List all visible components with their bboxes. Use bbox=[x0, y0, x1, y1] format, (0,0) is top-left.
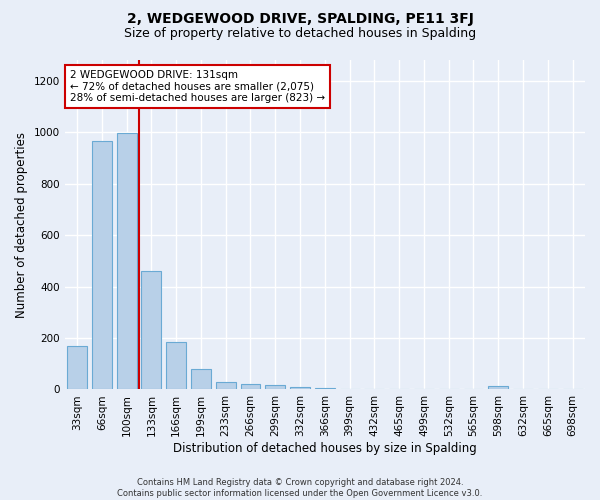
Bar bbox=[488, 386, 508, 390]
Bar bbox=[191, 369, 211, 390]
Bar bbox=[117, 134, 137, 390]
Bar bbox=[290, 387, 310, 390]
Text: 2, WEDGEWOOD DRIVE, SPALDING, PE11 3FJ: 2, WEDGEWOOD DRIVE, SPALDING, PE11 3FJ bbox=[127, 12, 473, 26]
Bar bbox=[241, 384, 260, 390]
Bar bbox=[265, 386, 285, 390]
Bar bbox=[166, 342, 186, 390]
Text: Size of property relative to detached houses in Spalding: Size of property relative to detached ho… bbox=[124, 28, 476, 40]
X-axis label: Distribution of detached houses by size in Spalding: Distribution of detached houses by size … bbox=[173, 442, 477, 455]
Bar bbox=[216, 382, 236, 390]
Text: Contains HM Land Registry data © Crown copyright and database right 2024.
Contai: Contains HM Land Registry data © Crown c… bbox=[118, 478, 482, 498]
Bar bbox=[315, 388, 335, 390]
Y-axis label: Number of detached properties: Number of detached properties bbox=[15, 132, 28, 318]
Bar bbox=[67, 346, 87, 390]
Text: 2 WEDGEWOOD DRIVE: 131sqm
← 72% of detached houses are smaller (2,075)
28% of se: 2 WEDGEWOOD DRIVE: 131sqm ← 72% of detac… bbox=[70, 70, 325, 103]
Bar bbox=[142, 271, 161, 390]
Bar bbox=[92, 141, 112, 390]
